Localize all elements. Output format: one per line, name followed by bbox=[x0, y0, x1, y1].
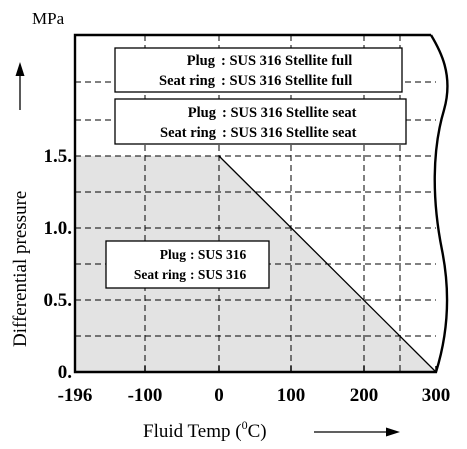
y-axis-ticks: 0. 0.5. 1.0. 1.5. bbox=[44, 146, 73, 383]
annotation-value: : SUS 316 Stellite seat bbox=[222, 125, 357, 141]
annotation-value: : SUS 316 Stellite full bbox=[221, 73, 352, 89]
y-tick-label: 1.0. bbox=[44, 218, 73, 239]
annotation-key: Plug bbox=[187, 53, 216, 69]
x-axis-arrow bbox=[314, 427, 400, 437]
annotation-value: : SUS 316 bbox=[190, 267, 247, 282]
x-tick-label: 0 bbox=[214, 385, 224, 406]
x-axis-ticks: -196 -100 0 100 200 300 bbox=[58, 366, 451, 406]
pressure-limit-line bbox=[218, 155, 437, 373]
annotation-stellite-full: Plug : SUS 316 Stellite full Seat ring :… bbox=[114, 47, 403, 93]
annotation-value: : SUS 316 bbox=[190, 247, 247, 262]
annotation-sus316: Plug : SUS 316 Seat ring : SUS 316 bbox=[105, 240, 270, 289]
annotation-key: Seat ring bbox=[159, 73, 216, 89]
annotation-stellite-seat: Plug : SUS 316 Stellite seat Seat ring :… bbox=[114, 98, 407, 145]
x-axis-title: Fluid Temp (0C) bbox=[143, 418, 267, 442]
annotation-key: Plug bbox=[188, 105, 217, 121]
x-tick-label: 300 bbox=[422, 385, 451, 406]
annotation-key: Seat ring bbox=[134, 267, 186, 282]
y-axis-title: Differential pressure bbox=[10, 191, 31, 347]
y-tick-label: 1.5. bbox=[44, 146, 73, 167]
plot-frame bbox=[73, 33, 449, 374]
y-unit-label: MPa bbox=[32, 9, 65, 28]
y-axis-arrow bbox=[15, 62, 25, 110]
x-tick-label: 100 bbox=[277, 385, 306, 406]
x-tick-label: -100 bbox=[128, 385, 163, 406]
annotation-key: Seat ring bbox=[160, 125, 217, 141]
annotation-key: Plug bbox=[160, 247, 187, 262]
y-tick-label: 0. bbox=[58, 362, 72, 383]
y-tick-label: 0.5. bbox=[44, 290, 73, 311]
annotation-value: : SUS 316 Stellite seat bbox=[222, 105, 357, 121]
x-tick-label: -196 bbox=[58, 385, 93, 406]
annotation-value: : SUS 316 Stellite full bbox=[221, 53, 352, 69]
x-tick-label: 200 bbox=[350, 385, 379, 406]
